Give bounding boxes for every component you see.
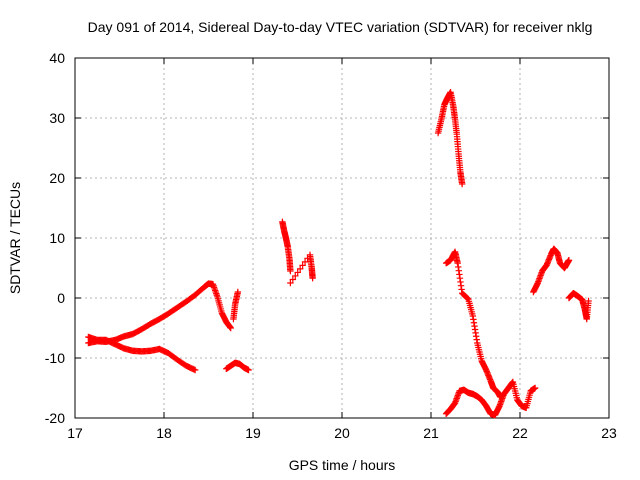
data-point	[296, 265, 304, 273]
data-point	[565, 257, 573, 264]
series-seg-e	[279, 218, 294, 275]
data-point	[301, 258, 309, 266]
data-point	[287, 267, 294, 275]
y-tick-label: 20	[49, 170, 65, 186]
series-seg-f	[287, 251, 316, 287]
data-point	[531, 384, 539, 392]
y-axis-label: SDTVAR / TECUs	[7, 182, 23, 294]
data-point	[585, 297, 592, 305]
x-tick-label: 21	[423, 425, 439, 441]
data-point	[234, 288, 242, 296]
series-seg-h	[442, 248, 504, 401]
y-tick-label: 30	[49, 110, 65, 126]
series-seg-a-rising	[85, 280, 234, 347]
x-tick-label: 17	[67, 425, 83, 441]
series-seg-c	[223, 359, 252, 374]
series-seg-d	[230, 288, 242, 323]
data-points	[85, 89, 592, 419]
series-seg-j	[530, 245, 573, 296]
data-point	[287, 279, 294, 287]
series-seg-b-lower	[85, 333, 199, 374]
tick-labels: 17 18 19 20 21 22 23 -20 -10 0 10 20 30 40	[45, 50, 617, 441]
x-tick-label: 20	[334, 425, 350, 441]
y-tick-label: 40	[49, 50, 65, 66]
data-point	[289, 276, 297, 283]
x-tick-label: 22	[512, 425, 528, 441]
chart-title: Day 091 of 2014, Sidereal Day-to-day VTE…	[88, 19, 593, 35]
data-point	[191, 366, 199, 374]
y-tick-label: 10	[49, 230, 65, 246]
data-point	[299, 262, 306, 269]
series-seg-i-bottom	[442, 378, 539, 419]
x-axis-label: GPS time / hours	[289, 457, 396, 473]
series-seg-g-spike	[434, 89, 466, 188]
y-tick-label: -10	[45, 350, 65, 366]
data-point	[309, 275, 316, 282]
data-point	[294, 269, 301, 276]
data-point	[227, 324, 234, 332]
series-seg-k	[565, 290, 592, 323]
axis-ticks	[74, 57, 610, 419]
x-tick-label: 23	[601, 425, 617, 441]
y-tick-label: 0	[57, 290, 65, 306]
data-point	[292, 272, 299, 280]
y-tick-label: -20	[45, 410, 65, 426]
data-point	[245, 366, 252, 374]
data-point	[464, 295, 471, 302]
data-point	[458, 180, 466, 188]
grid-lines	[75, 58, 609, 418]
x-tick-label: 18	[156, 425, 172, 441]
x-tick-label: 19	[245, 425, 261, 441]
